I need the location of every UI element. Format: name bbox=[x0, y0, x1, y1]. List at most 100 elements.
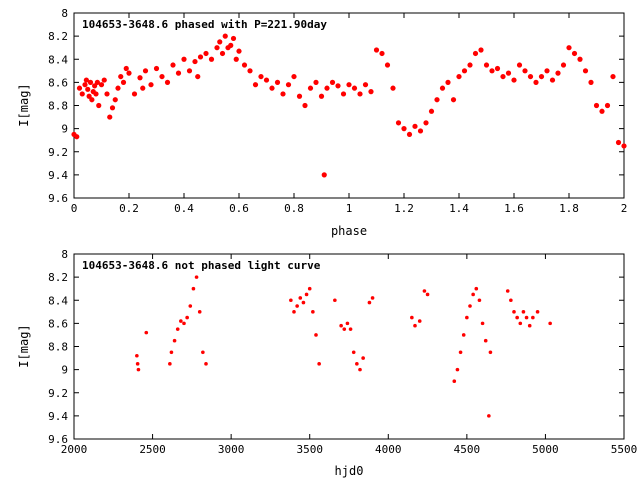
x-tick-label: 0.8 bbox=[284, 202, 304, 215]
x-tick-label: 0.4 bbox=[174, 202, 194, 215]
data-point bbox=[410, 315, 414, 320]
data-point bbox=[477, 298, 482, 303]
axis-ticks: 0 0.2 0.4 0.6 0.8 1 1.2 1.4 1.6 1.8 2 8 8.2 8.4 8.6 8.8… bbox=[48, 7, 627, 215]
x-tick-label: 0.2 bbox=[119, 202, 139, 215]
x-tick-label: 1.8 bbox=[559, 202, 579, 215]
data-point bbox=[203, 50, 209, 57]
data-point bbox=[456, 73, 462, 80]
data-point bbox=[214, 45, 220, 51]
data-point bbox=[615, 139, 622, 146]
data-point bbox=[83, 77, 89, 83]
data-point bbox=[222, 33, 228, 39]
data-point bbox=[89, 97, 95, 103]
data-point bbox=[126, 70, 132, 76]
data-point bbox=[96, 102, 102, 109]
y-tick-label: 8.4 bbox=[48, 53, 68, 66]
data-point bbox=[79, 91, 85, 97]
data-point bbox=[269, 85, 275, 91]
data-point bbox=[527, 323, 532, 328]
data-point bbox=[123, 65, 129, 72]
data-point bbox=[298, 296, 303, 300]
data-point bbox=[188, 304, 193, 308]
data-point bbox=[175, 327, 180, 331]
data-point bbox=[445, 79, 451, 85]
data-point bbox=[566, 45, 572, 51]
data-point bbox=[175, 70, 182, 76]
data-point bbox=[307, 85, 314, 91]
data-point bbox=[417, 128, 424, 134]
data-point bbox=[610, 73, 616, 80]
y-tick-label: 9.2 bbox=[48, 387, 68, 400]
y-tick-label: 9 bbox=[61, 364, 68, 377]
data-point bbox=[518, 321, 523, 326]
data-point bbox=[170, 62, 176, 68]
x-tick-label: 2000 bbox=[61, 443, 88, 456]
data-point bbox=[362, 82, 369, 88]
data-point bbox=[494, 65, 501, 72]
data-point bbox=[621, 143, 627, 149]
data-point bbox=[292, 310, 296, 314]
data-point bbox=[509, 298, 513, 303]
plot-frame bbox=[73, 253, 625, 440]
x-tick-label: 1.6 bbox=[504, 202, 524, 215]
data-point bbox=[370, 296, 375, 300]
data-point bbox=[104, 91, 110, 97]
data-point bbox=[395, 120, 402, 126]
data-point bbox=[285, 82, 292, 88]
data-point bbox=[434, 97, 440, 103]
data-point bbox=[480, 321, 485, 326]
data-point bbox=[144, 330, 149, 335]
data-point bbox=[194, 275, 199, 279]
data-point bbox=[340, 91, 347, 97]
data-point bbox=[230, 35, 237, 42]
data-point bbox=[118, 73, 124, 80]
data-point bbox=[461, 68, 468, 74]
data-point bbox=[236, 48, 242, 54]
data-point bbox=[140, 85, 146, 91]
data-point bbox=[428, 108, 435, 114]
data-point bbox=[339, 323, 343, 328]
data-point bbox=[311, 310, 315, 314]
data-point bbox=[233, 56, 239, 62]
data-point bbox=[74, 134, 80, 140]
x-tick-label: 3000 bbox=[218, 443, 245, 456]
data-point bbox=[204, 362, 208, 366]
data-point bbox=[527, 73, 534, 80]
x-axis-label: phase bbox=[331, 224, 367, 238]
data-point bbox=[345, 321, 350, 326]
data-point bbox=[538, 73, 545, 80]
data-point bbox=[406, 131, 413, 138]
y-axis-label: I[mag] bbox=[17, 324, 31, 367]
data-point bbox=[252, 82, 259, 88]
data-point bbox=[313, 79, 319, 85]
data-point bbox=[335, 83, 341, 89]
data-point bbox=[247, 68, 253, 74]
data-point bbox=[548, 321, 552, 326]
axis-ticks: 2000 2500 3000 3500 4000 4500 5000 5500 8 8.2 8.4 8… bbox=[48, 248, 637, 456]
data-point bbox=[368, 89, 374, 95]
data-point bbox=[192, 58, 198, 65]
data-point bbox=[263, 77, 270, 83]
data-point bbox=[302, 102, 308, 109]
unphased-light-curve-plot: 104653-3648.6 not phased light curve hjd… bbox=[17, 248, 637, 478]
data-point bbox=[599, 108, 605, 114]
plot-frame bbox=[73, 12, 625, 199]
data-point bbox=[373, 47, 380, 53]
y-tick-label: 9.4 bbox=[48, 169, 68, 182]
data-point bbox=[179, 319, 183, 323]
data-point bbox=[455, 367, 460, 372]
y-tick-label: 8.8 bbox=[48, 100, 68, 113]
data-point bbox=[367, 300, 372, 305]
data-point bbox=[333, 298, 337, 303]
data-point bbox=[588, 79, 594, 85]
data-point bbox=[521, 310, 526, 314]
data-point bbox=[164, 79, 171, 85]
data-point bbox=[182, 321, 186, 326]
data-point bbox=[571, 50, 578, 57]
data-point bbox=[258, 73, 264, 80]
data-point bbox=[136, 367, 141, 372]
data-point bbox=[289, 298, 293, 303]
data-point bbox=[98, 82, 105, 88]
data-point bbox=[307, 286, 312, 291]
x-tick-label: 5000 bbox=[532, 443, 559, 456]
